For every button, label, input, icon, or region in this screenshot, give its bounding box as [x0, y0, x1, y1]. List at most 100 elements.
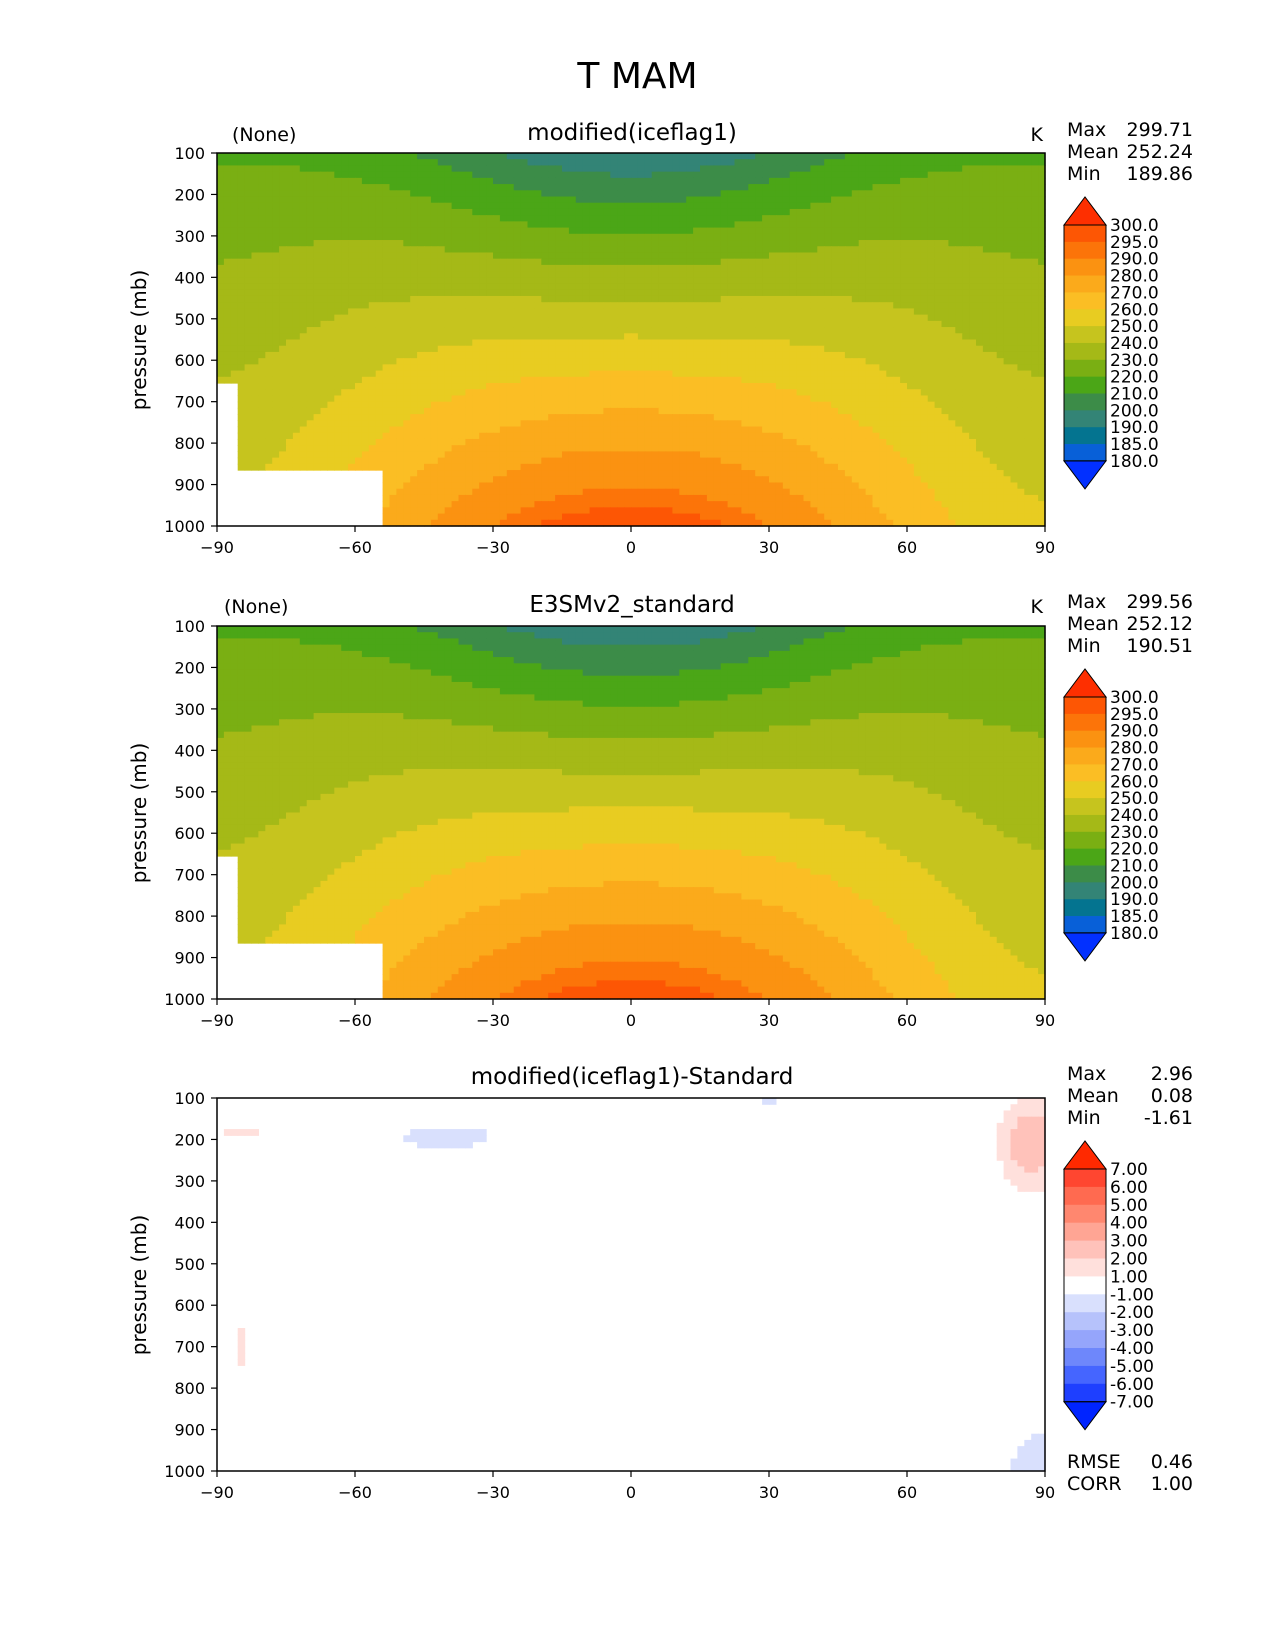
contour-cell: [313, 171, 322, 179]
contour-cell: [513, 295, 522, 303]
contour-cell: [658, 252, 667, 260]
contour-cell: [796, 314, 805, 322]
contour-cell: [1003, 401, 1012, 409]
contour-cell: [1038, 333, 1046, 341]
contour-cell: [327, 202, 335, 210]
contour-cell: [334, 383, 342, 390]
contour-cell: [389, 252, 397, 260]
contour-cell: [341, 190, 349, 198]
contour-cell: [417, 196, 425, 204]
contour-cell: [900, 258, 908, 266]
contour-cell: [493, 314, 501, 322]
contour-cell: [948, 351, 956, 359]
contour-cell: [727, 358, 736, 365]
contour-cell: [893, 153, 901, 160]
contour-cell: [934, 333, 943, 341]
contour-cell: [368, 165, 377, 173]
contour-cell: [568, 177, 577, 185]
contour-cell: [693, 345, 701, 353]
contour-cell: [430, 159, 439, 167]
contour-cell: [651, 320, 660, 328]
contour-cell: [907, 358, 915, 365]
contour-cell: [520, 283, 529, 291]
contour-cell: [1024, 233, 1032, 241]
contour-cell: [258, 165, 266, 173]
contour-cell: [1031, 376, 1039, 384]
contour-cell: [789, 196, 798, 204]
contour-cell: [982, 227, 991, 235]
contour-cell: [562, 395, 570, 403]
contour-cell: [796, 208, 805, 216]
contour-cell: [279, 252, 287, 260]
contour-cell: [541, 395, 549, 403]
contour-cell: [603, 289, 611, 297]
contour-cell: [713, 339, 722, 347]
contour-cell: [610, 327, 618, 334]
contour-cell: [955, 264, 963, 272]
contour-cell: [582, 395, 591, 403]
contour-cell: [313, 401, 322, 409]
contour-cell: [437, 177, 446, 185]
contour-cell: [610, 333, 618, 341]
contour-cell: [720, 240, 729, 247]
contour-cell: [527, 401, 535, 409]
contour-cell: [665, 177, 673, 185]
contour-cell: [527, 376, 535, 384]
contour-cell: [665, 333, 673, 341]
contour-cell: [741, 271, 749, 278]
contour-cell: [341, 283, 349, 291]
contour-cell: [610, 370, 618, 378]
contour-cell: [824, 258, 832, 266]
contour-cell: [610, 246, 618, 254]
contour-cell: [313, 389, 322, 397]
contour-cell: [306, 283, 315, 291]
contour-cell: [679, 320, 687, 328]
contour-cell: [1003, 295, 1012, 303]
contour-cell: [389, 327, 397, 334]
contour-cell: [589, 314, 598, 322]
contour-cell: [734, 395, 742, 403]
contour-cell: [996, 308, 1005, 316]
contour-cell: [941, 308, 949, 316]
contour-cell: [755, 308, 763, 316]
contour-cell: [644, 345, 653, 353]
contour-cell: [548, 289, 556, 297]
contour-cell: [451, 401, 460, 409]
contour-cell: [513, 320, 522, 328]
contour-cell: [844, 289, 853, 297]
contour-cell: [1010, 233, 1018, 241]
contour-cell: [693, 165, 701, 173]
contour-cell: [734, 302, 742, 310]
contour-cell: [1031, 358, 1039, 365]
contour-cell: [217, 358, 225, 365]
contour-cell: [658, 171, 667, 179]
contour-cell: [589, 345, 598, 353]
contour-cell: [713, 302, 722, 310]
contour-cell: [444, 345, 453, 353]
contour-cell: [686, 364, 694, 372]
contour-cell: [389, 177, 397, 185]
contour-cell: [962, 295, 970, 303]
contour-cell: [1003, 314, 1012, 322]
contour-cell: [900, 277, 908, 285]
contour-cell: [348, 364, 356, 372]
contour-cell: [727, 153, 736, 160]
contour-cell: [417, 333, 425, 341]
contour-cell: [693, 196, 701, 204]
contour-cell: [292, 370, 301, 378]
contour-cell: [465, 358, 473, 365]
contour-cell: [617, 165, 625, 173]
contour-cell: [437, 333, 446, 341]
contour-cell: [465, 271, 473, 278]
contour-cell: [741, 320, 749, 328]
contour-cell: [334, 177, 342, 185]
contour-cell: [665, 295, 673, 303]
contour-cell: [810, 202, 818, 210]
contour-cell: [437, 283, 446, 291]
contour-cell: [465, 190, 473, 198]
contour-cell: [568, 165, 577, 173]
contour-cell: [727, 395, 736, 403]
contour-cell: [520, 277, 529, 285]
contour-cell: [900, 221, 908, 229]
contour-cell: [851, 208, 860, 216]
